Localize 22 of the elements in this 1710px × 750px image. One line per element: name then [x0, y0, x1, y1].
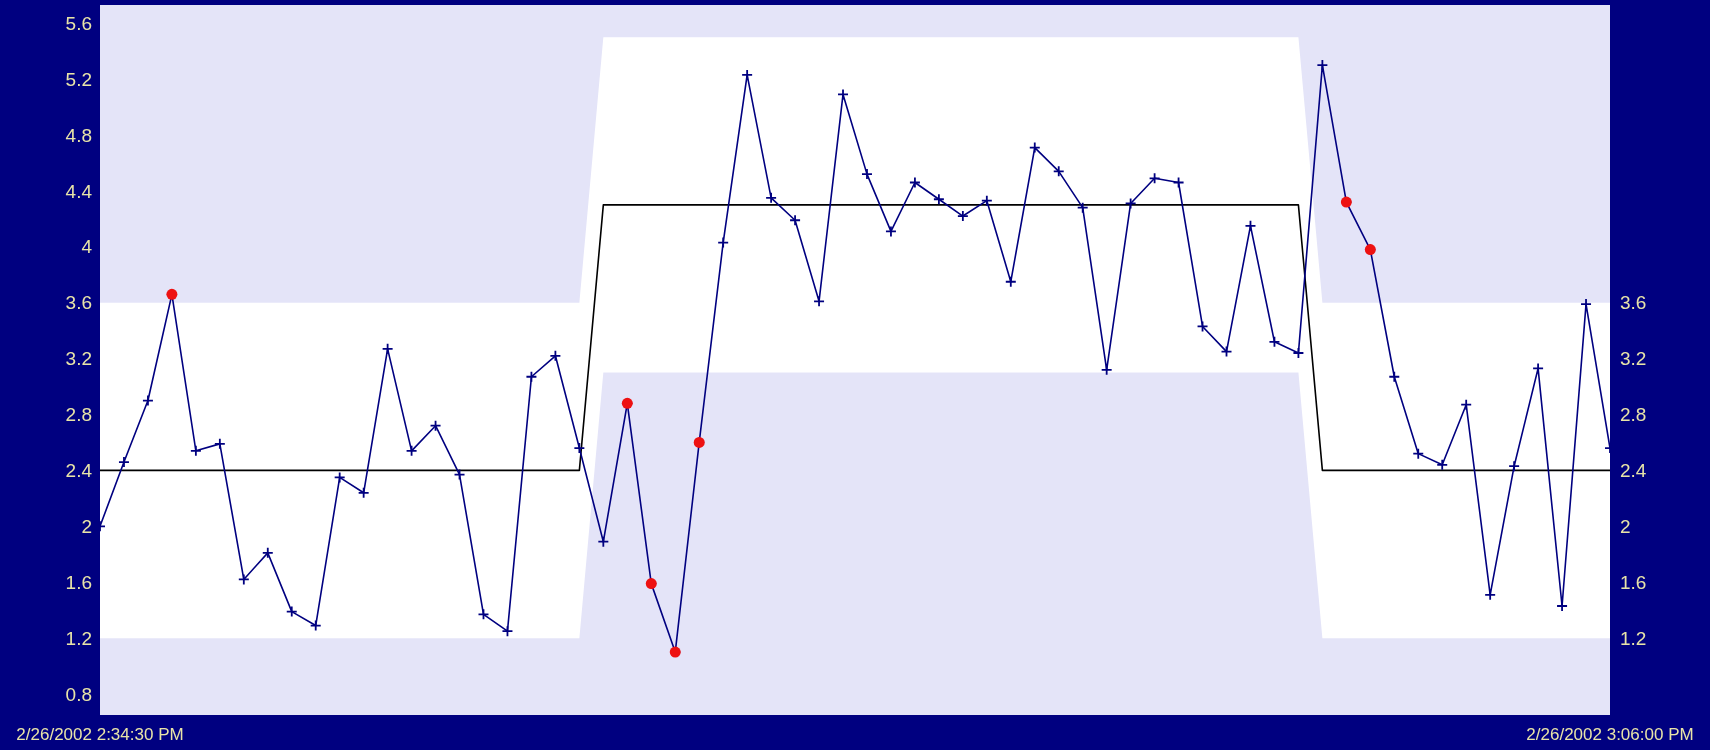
y2-tick-label: 2	[1620, 515, 1631, 537]
y-tick-label: 3.6	[65, 292, 92, 314]
y-tick-label: 1.2	[65, 627, 92, 649]
y2-tick-label: 1.6	[1620, 571, 1647, 593]
y-tick-label: 1.6	[65, 571, 92, 593]
y2-tick-label: 3.2	[1620, 348, 1647, 370]
x-tick-label: 2/26/2002 3:06:00 PM	[1526, 725, 1694, 744]
y-tick-label: 5.2	[65, 68, 92, 90]
y2-tick-label: 2.8	[1620, 404, 1647, 426]
y2-tick-label: 2.4	[1620, 460, 1647, 482]
y2-tick-label: 3.6	[1620, 292, 1647, 314]
y-tick-label: 4	[81, 236, 93, 258]
y2-tick-label: 1.2	[1620, 627, 1647, 649]
y-tick-label: 2.8	[65, 404, 92, 426]
y-tick-label: 3.2	[65, 348, 92, 370]
y-tick-label: 4.4	[65, 180, 93, 202]
y-tick-label: 0.8	[65, 683, 92, 705]
y-tick-label: 2.4	[65, 460, 93, 482]
y-tick-label: 2	[81, 515, 92, 537]
y-tick-label: 5.6	[65, 12, 92, 34]
x-tick-label: 2/26/2002 2:34:30 PM	[16, 725, 184, 744]
y-tick-label: 4.8	[65, 124, 92, 146]
